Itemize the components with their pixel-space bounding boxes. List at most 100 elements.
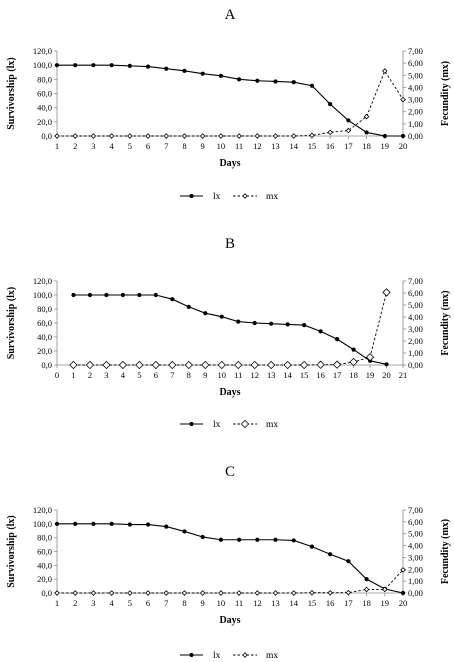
y2-axis-title: Fecundity (mx) xyxy=(440,290,451,355)
y2-tick-label: 2,00 xyxy=(408,564,423,574)
data-point-lx xyxy=(91,63,96,68)
data-point-mx xyxy=(254,133,261,139)
data-point-lx xyxy=(318,329,323,334)
series-line-lx xyxy=(57,523,404,594)
y-tick-label: 100,0 xyxy=(33,290,52,300)
data-point-lx xyxy=(145,522,151,527)
data-point-lx xyxy=(285,322,290,327)
x-tick-label: 9 xyxy=(203,370,207,380)
x-tick-label: 3 xyxy=(91,141,95,151)
data-point-mx xyxy=(349,357,358,367)
data-point-mx xyxy=(365,353,375,362)
data-point-mx xyxy=(85,360,95,370)
x-tick-label: 9 xyxy=(201,598,205,608)
data-point-lx xyxy=(218,537,223,542)
y2-tick-label: 1,00 xyxy=(408,576,423,586)
x-tick-label: 20 xyxy=(382,370,391,380)
data-point-lx xyxy=(127,63,132,68)
data-point-mx xyxy=(199,590,206,596)
y-tick-label: 80,0 xyxy=(37,533,52,543)
data-point-mx xyxy=(54,133,60,139)
data-point-mx xyxy=(201,360,210,370)
x-tick-label: 20 xyxy=(399,141,408,151)
x-tick-label: 14 xyxy=(283,370,292,380)
data-point-mx xyxy=(163,590,170,596)
chart-panel-c: C 0,0 20,0 40,0 60,0 80,0 100,0 120,0 0,00 1,00 2,… xyxy=(6,464,451,661)
x-tick-label: 9 xyxy=(201,141,205,151)
x-tick-label: 15 xyxy=(300,370,309,380)
x-tick-label: 19 xyxy=(366,370,375,380)
y2-tick-label: 0,00 xyxy=(408,131,423,141)
y2-tick-label: 0,00 xyxy=(408,360,423,370)
data-point-mx xyxy=(102,360,111,370)
data-point-lx xyxy=(237,537,242,542)
panel-label: B xyxy=(225,236,235,252)
data-point-lx xyxy=(200,71,205,76)
y-tick-label: 20,0 xyxy=(37,574,52,584)
data-point-mx xyxy=(267,360,276,370)
y-tick-label: 40,0 xyxy=(37,332,52,342)
data-point-mx xyxy=(118,360,128,370)
data-point-mx xyxy=(345,589,352,596)
x-tick-label: 2 xyxy=(88,370,92,380)
data-point-lx xyxy=(291,538,296,543)
y-axis-title: Survivorship (lx) xyxy=(6,287,17,360)
y2-tick-label: 1,00 xyxy=(408,348,423,358)
y2-tick-label: 2,00 xyxy=(408,336,423,346)
data-point-mx xyxy=(272,590,279,596)
data-point-mx xyxy=(382,288,391,297)
data-point-lx xyxy=(127,522,132,527)
legend-marker-mx xyxy=(242,193,248,199)
x-tick-label: 10 xyxy=(217,598,226,608)
data-point-mx xyxy=(90,590,97,596)
x-tick-label: 0 xyxy=(55,370,59,380)
data-point-mx xyxy=(184,360,193,370)
data-point-lx xyxy=(334,337,340,342)
y2-tick-label: 2,00 xyxy=(408,107,423,117)
x-tick-label: 8 xyxy=(182,598,186,608)
x-tick-label: 11 xyxy=(235,141,243,151)
data-point-lx xyxy=(164,524,169,529)
data-point-mx xyxy=(363,586,370,593)
series-line-lx xyxy=(57,64,403,137)
series-line-mx xyxy=(57,569,404,594)
x-tick-label: 11 xyxy=(234,370,242,380)
legend-label-lx: lx xyxy=(213,192,221,202)
data-point-lx xyxy=(200,534,205,540)
y2-tick-label: 6,00 xyxy=(408,288,423,298)
x-tick-label: 2 xyxy=(73,141,77,151)
data-point-lx xyxy=(382,133,387,139)
data-point-mx xyxy=(250,360,259,370)
data-point-lx xyxy=(182,68,187,73)
y-tick-label: 80,0 xyxy=(37,304,52,314)
data-point-lx xyxy=(255,537,260,542)
data-point-mx xyxy=(382,586,388,593)
x-tick-label: 7 xyxy=(164,141,168,151)
y-tick-label: 80,0 xyxy=(37,74,52,84)
data-point-mx xyxy=(400,96,406,103)
data-point-lx xyxy=(273,79,278,84)
x-tick-label: 15 xyxy=(308,598,317,608)
data-point-lx xyxy=(346,118,351,123)
y2-tick-label: 4,00 xyxy=(408,312,423,322)
data-point-mx xyxy=(254,590,261,596)
data-point-mx xyxy=(69,360,78,370)
data-point-mx xyxy=(218,133,224,139)
y2-tick-label: 7,00 xyxy=(408,46,423,56)
x-tick-label: 1 xyxy=(55,141,59,151)
data-point-mx xyxy=(272,133,279,139)
data-point-lx xyxy=(87,292,93,298)
data-point-lx xyxy=(73,63,78,68)
x-tick-label: 10 xyxy=(217,141,226,151)
x-tick-label: 17 xyxy=(333,370,342,380)
x-tick-label: 13 xyxy=(271,598,280,608)
data-point-mx xyxy=(127,590,133,596)
data-point-lx xyxy=(71,292,76,298)
data-point-lx xyxy=(269,321,274,326)
y2-tick-label: 5,00 xyxy=(408,70,423,80)
data-point-lx xyxy=(109,63,114,68)
data-point-mx xyxy=(90,133,97,139)
y2-tick-label: 6,00 xyxy=(408,517,423,527)
legend-marker-mx xyxy=(242,652,248,658)
